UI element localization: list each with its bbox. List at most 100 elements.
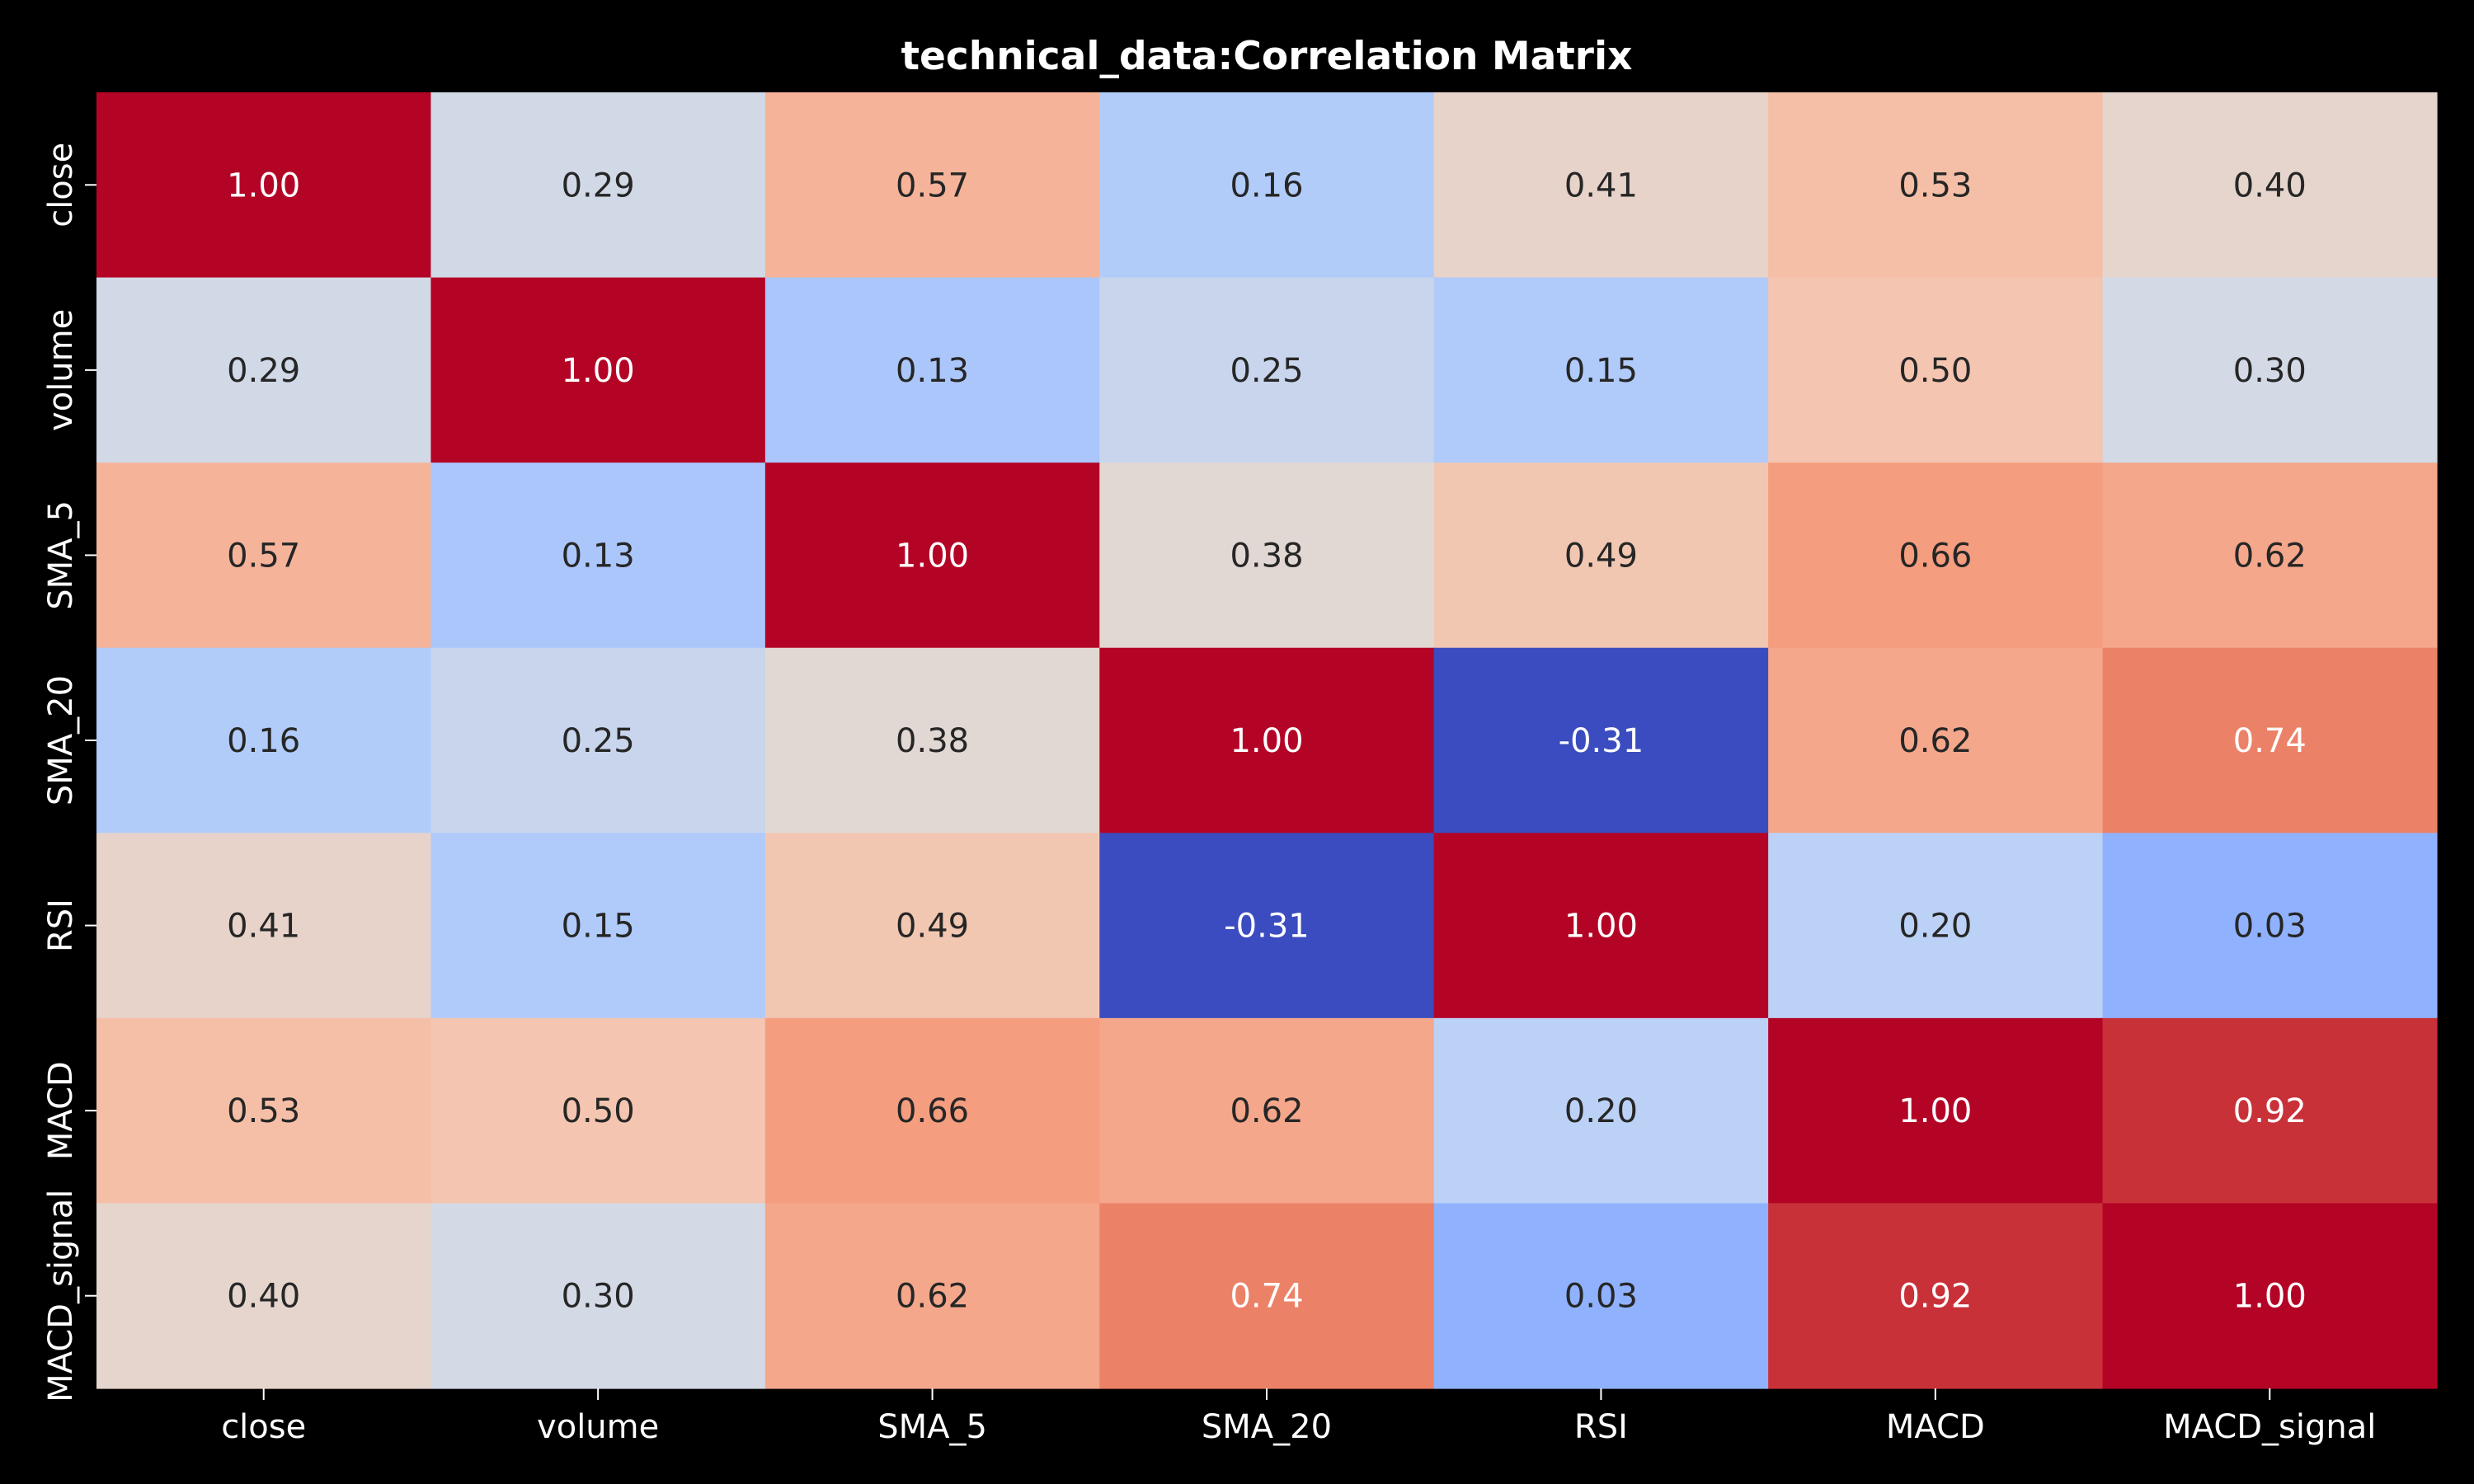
- heatmap-cell: [2102, 277, 2438, 463]
- heatmap-cell: [1768, 1017, 2104, 1205]
- heatmap-cell: [2102, 833, 2438, 1019]
- heatmap-cell: [430, 1203, 766, 1389]
- x-tick-label: RSI: [1574, 1408, 1628, 1446]
- cell-value-label: 0.16: [1230, 167, 1303, 204]
- heatmap-cell: [1433, 833, 1769, 1019]
- cell-value-label: 0.16: [227, 722, 300, 760]
- heatmap-cell: [1433, 277, 1769, 463]
- cell-value-label: 0.66: [896, 1092, 969, 1130]
- heatmap-cell: [2102, 647, 2438, 834]
- cell-value-label: 0.41: [1564, 167, 1638, 204]
- y-tick-label: MACD: [42, 1061, 80, 1160]
- heatmap-cell: [764, 1203, 1100, 1389]
- cell-value-label: 0.66: [1898, 537, 1972, 575]
- cell-value-label: 0.38: [1230, 537, 1303, 575]
- y-tick-label: volume: [42, 309, 80, 431]
- cell-value-label: 1.00: [1898, 1092, 1972, 1130]
- heatmap-cell: [1099, 1203, 1435, 1389]
- cell-value-label: 0.13: [562, 537, 635, 575]
- y-tick-label: SMA_20: [42, 675, 80, 805]
- heatmap-cell: [1099, 647, 1435, 834]
- x-tick-label: volume: [537, 1408, 659, 1446]
- cell-value-label: 0.29: [227, 352, 300, 390]
- y-tick-label: RSI: [42, 899, 80, 952]
- cell-value-label: 0.30: [562, 1278, 635, 1316]
- cell-value-label: 0.03: [1564, 1278, 1638, 1316]
- heatmap-cell: [430, 92, 766, 279]
- cell-value-label: 0.38: [896, 722, 969, 760]
- heatmap-cell: [1099, 1017, 1435, 1205]
- cell-value-label: 1.00: [896, 537, 969, 575]
- cell-value-label: 0.25: [562, 722, 635, 760]
- heatmap-cells: 1.00 0.29 0.57 0.16 0.41 0.53 0.40 0.29 1.00 0.13…: [96, 92, 2438, 1389]
- cell-value-label: 0.49: [896, 908, 969, 946]
- heatmap-cell: [764, 463, 1100, 649]
- heatmap-cell: [1099, 277, 1435, 463]
- cell-value-label: 0.62: [1898, 722, 1972, 760]
- cell-value-label: 0.41: [227, 908, 300, 946]
- cell-value-label: 0.20: [1564, 1092, 1638, 1130]
- cell-value-label: 1.00: [2233, 1278, 2307, 1316]
- cell-value-label: 0.03: [2233, 908, 2307, 946]
- heatmap-cell: [1768, 463, 2104, 649]
- heatmap-cell: [96, 647, 432, 834]
- heatmap-cell: [96, 277, 432, 463]
- heatmap-cell: [1099, 833, 1435, 1019]
- x-tick-label: close: [221, 1408, 306, 1446]
- cell-value-label: 0.40: [2233, 167, 2307, 204]
- heatmap-cell: [764, 833, 1100, 1019]
- heatmap-cell: [96, 833, 432, 1019]
- cell-value-label: 0.30: [2233, 352, 2307, 390]
- heatmap-cell: [430, 833, 766, 1019]
- cell-value-label: 0.62: [2233, 537, 2307, 575]
- cell-value-label: 0.29: [562, 167, 635, 204]
- x-axis: close volume SMA_5 SMA_20 RSI MACD MACD_signal: [221, 1388, 2376, 1446]
- cell-value-label: 0.50: [1898, 352, 1972, 390]
- x-tick-label: SMA_20: [1202, 1408, 1332, 1446]
- heatmap-cell: [1433, 1203, 1769, 1389]
- cell-value-label: -0.31: [1224, 908, 1310, 946]
- heatmap-cell: [2102, 92, 2438, 279]
- heatmap-cell: [96, 1017, 432, 1205]
- cell-value-label: 0.74: [2233, 722, 2307, 760]
- heatmap-cell: [1768, 1203, 2104, 1389]
- cell-value-label: 0.50: [562, 1092, 635, 1130]
- cell-value-label: 0.92: [1898, 1278, 1972, 1316]
- heatmap-cell: [1433, 463, 1769, 649]
- heatmap-cell: [1099, 92, 1435, 279]
- cell-value-label: 1.00: [562, 352, 635, 390]
- cell-value-label: 0.62: [896, 1278, 969, 1316]
- heatmap-cell: [96, 1203, 432, 1389]
- cell-value-label: 0.74: [1230, 1278, 1303, 1316]
- heatmap-cell: [1768, 833, 2104, 1019]
- cell-value-label: 0.13: [896, 352, 969, 390]
- y-axis: close volume SMA_5 SMA_20 RSI MACD MACD_signal: [42, 143, 96, 1402]
- chart-title: technical_data:Correlation Matrix: [901, 34, 1633, 79]
- cell-value-label: -0.31: [1559, 722, 1644, 760]
- y-tick-label: MACD_signal: [42, 1190, 80, 1402]
- cell-value-label: 0.20: [1898, 908, 1972, 946]
- x-tick-label: SMA_5: [877, 1408, 987, 1446]
- cell-value-label: 1.00: [1230, 722, 1303, 760]
- heatmap-cell: [1099, 463, 1435, 649]
- heatmap-cell: [2102, 1017, 2438, 1205]
- heatmap-cell: [2102, 463, 2438, 649]
- heatmap-cell: [430, 1017, 766, 1205]
- heatmap-cell: [96, 92, 432, 279]
- cell-value-label: 0.15: [1564, 352, 1638, 390]
- cell-value-label: 0.53: [1898, 167, 1972, 204]
- heatmap-cell: [430, 647, 766, 834]
- cell-value-label: 0.15: [562, 908, 635, 946]
- cell-value-label: 0.53: [227, 1092, 300, 1130]
- heatmap-cell: [764, 277, 1100, 463]
- cell-value-label: 0.57: [227, 537, 300, 575]
- y-tick-label: SMA_5: [42, 500, 80, 610]
- cell-value-label: 0.40: [227, 1278, 300, 1316]
- heatmap-cell: [1433, 647, 1769, 834]
- heatmap-cell: [764, 647, 1100, 834]
- heatmap-cell: [1768, 92, 2104, 279]
- cell-value-label: 1.00: [227, 167, 300, 204]
- cell-value-label: 0.25: [1230, 352, 1303, 390]
- heatmap-cell: [1433, 1017, 1769, 1205]
